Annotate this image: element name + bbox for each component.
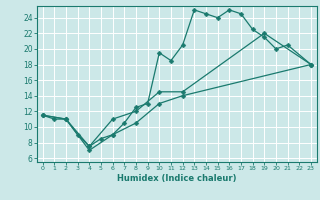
X-axis label: Humidex (Indice chaleur): Humidex (Indice chaleur) [117,174,236,183]
